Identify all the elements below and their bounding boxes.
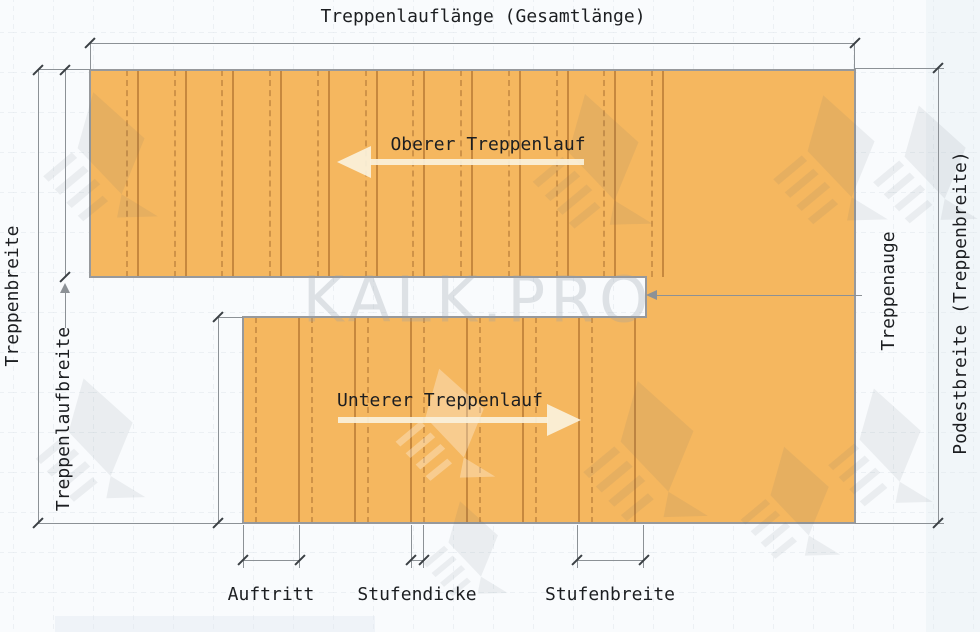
tread-edge	[567, 70, 569, 277]
dim-step-width	[577, 560, 644, 561]
stair-eye-edge-bottom	[243, 316, 647, 318]
label-landing-width: Podestbreite (Treppenbreite)	[950, 151, 971, 455]
tread-edge	[232, 70, 234, 277]
dim-flight-width-lower	[218, 317, 219, 523]
dim-total-run-length	[90, 43, 855, 44]
dim-stair-width	[38, 70, 39, 523]
tread-nosing-dashed	[651, 70, 653, 277]
label-flight-width: Treppenlaufbreite	[53, 326, 74, 512]
label-stair-eye: Treppenauge	[878, 231, 899, 351]
ext-line	[411, 525, 412, 568]
dim-flight-width-upper	[65, 70, 66, 277]
tread-edge	[423, 70, 425, 277]
tread-nosing-dashed	[603, 70, 605, 277]
tread-edge	[471, 70, 473, 277]
arrow-up-icon	[60, 283, 70, 293]
tread-nosing-dashed	[317, 70, 319, 277]
tread-nosing-dashed	[508, 70, 510, 277]
label-stair-width: Treppenbreite	[2, 225, 23, 367]
tread-nosing-dashed	[126, 70, 128, 277]
label-upper-flight: Oberer Treppenlauf	[390, 134, 586, 155]
tread-nosing-dashed	[221, 70, 223, 277]
dim-going	[243, 560, 300, 561]
tread-edge	[376, 70, 378, 277]
tread-nosing-dashed	[460, 70, 462, 277]
dim-step-thickness	[411, 560, 424, 561]
label-total-run-length: Treppenlauflänge (Gesamtlänge)	[320, 6, 646, 27]
ext-line	[38, 523, 243, 524]
upper-flight-direction-arrow	[370, 159, 584, 165]
ext-line	[90, 44, 91, 70]
bottom-margin-tint	[55, 616, 375, 632]
dim-landing-width	[938, 68, 939, 523]
tread-nosing-dashed	[412, 70, 414, 277]
watermark-text: KALK.PRO	[302, 263, 654, 337]
ext-line	[218, 317, 243, 318]
tread-edge	[662, 70, 664, 277]
tread-edge	[280, 70, 282, 277]
tread-nosing-dashed	[255, 317, 257, 523]
tread-edge	[298, 317, 300, 523]
tread-nosing-dashed	[174, 70, 176, 277]
tread-nosing-dashed	[556, 70, 558, 277]
ext-line	[855, 68, 944, 69]
stair-outline-bottom	[243, 522, 856, 524]
tread-nosing-dashed	[269, 70, 271, 277]
ext-line	[423, 525, 424, 568]
leader-stair-eye	[652, 295, 862, 296]
arrow-right-icon	[547, 404, 581, 436]
upper-flight	[90, 70, 664, 277]
ext-line	[299, 525, 300, 568]
tread-edge	[137, 70, 139, 277]
ext-line	[855, 523, 944, 524]
tread-edge	[519, 70, 521, 277]
arrow-left-icon	[337, 146, 371, 178]
ext-line	[577, 525, 578, 568]
ext-line	[854, 44, 855, 70]
tread-edge	[634, 317, 636, 523]
stair-eye-edge-top	[90, 276, 647, 278]
landing	[646, 70, 855, 523]
tread-edge	[614, 70, 616, 277]
tread-edge	[185, 70, 187, 277]
label-lower-flight: Unterer Treppenlauf	[337, 390, 543, 411]
leader-flight-width	[65, 292, 66, 328]
tread-nosing-dashed	[311, 317, 313, 523]
stair-outline-left-upper	[89, 69, 91, 278]
stair-outline-top	[90, 69, 856, 71]
lower-flight-direction-arrow	[338, 417, 548, 423]
stair-outline-left-lower	[242, 316, 244, 524]
arrow-left-icon	[646, 290, 657, 300]
label-step-thickness: Stufendicke	[357, 584, 477, 605]
label-going: Auftritt	[227, 584, 315, 605]
ext-line	[643, 525, 644, 568]
stair-outline-right	[854, 69, 856, 524]
tread-edge	[328, 70, 330, 277]
label-step-width: Stufenbreite	[544, 584, 676, 605]
tread-nosing-dashed	[591, 317, 593, 523]
ext-line	[243, 525, 244, 568]
